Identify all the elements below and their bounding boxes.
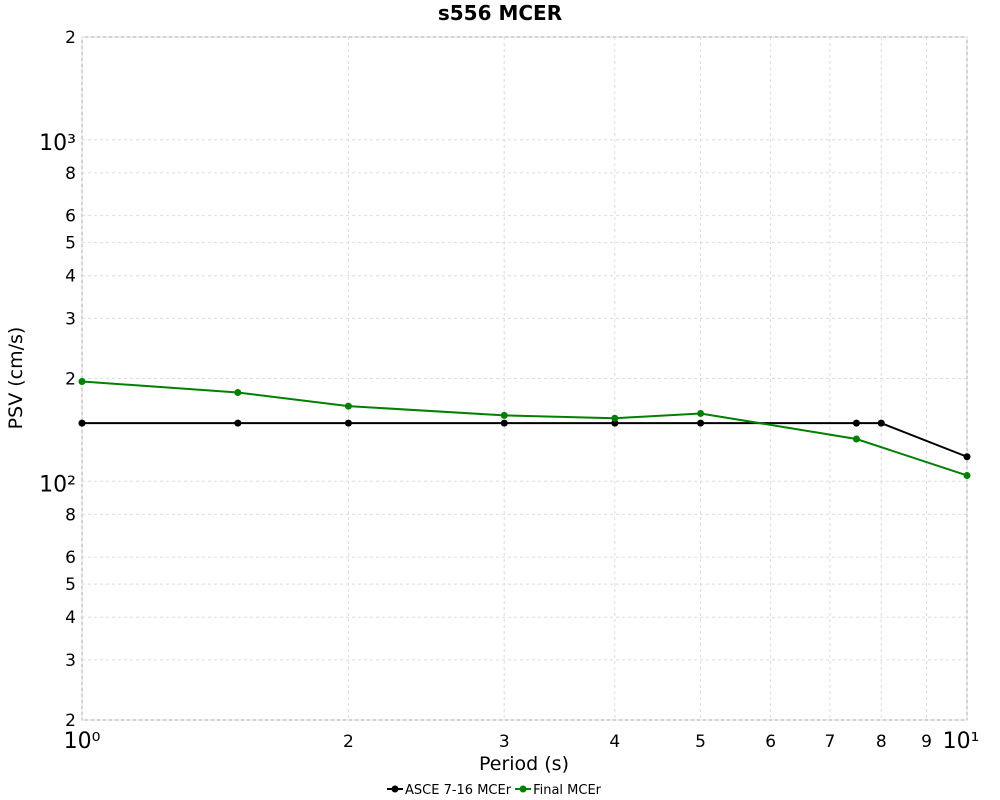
legend-marker (391, 785, 399, 793)
y-tick-label: 6 (65, 207, 76, 227)
y-tick-label: 10³ (39, 131, 76, 156)
y-tick-label: 2 (65, 370, 76, 390)
data-point (344, 402, 352, 410)
y-tick-label: 6 (65, 548, 76, 568)
data-point (877, 419, 885, 427)
y-axis-label: PSV (cm/s) (5, 327, 27, 430)
chart-title: s556 MCER (438, 1, 562, 25)
y-tick-label: 5 (65, 575, 76, 595)
series-line (81, 380, 968, 477)
data-point (852, 435, 860, 443)
legend-label: ASCE 7-16 MCEr (405, 783, 512, 798)
y-tick-label: 10² (39, 472, 76, 497)
x-tick-label: 7 (824, 732, 835, 752)
y-tick-label: 8 (65, 505, 76, 525)
data-point (611, 414, 619, 422)
data-point (611, 419, 619, 427)
y-tick-label: 4 (65, 267, 76, 287)
x-tick-label: 6 (765, 732, 776, 752)
x-tick-label: 9 (921, 732, 932, 752)
legend-item: Final MCEr (515, 783, 602, 798)
x-tick-label: 2 (343, 732, 354, 752)
y-tick-label: 5 (65, 234, 76, 254)
data-point (78, 377, 86, 385)
data-point (500, 419, 508, 427)
x-tick-label: 10⁰ (64, 729, 101, 754)
data-point (963, 471, 971, 479)
x-tick-label: 3 (499, 732, 510, 752)
data-point (852, 419, 860, 427)
data-point (697, 409, 705, 417)
legend-marker (519, 785, 527, 793)
data-point (234, 388, 242, 396)
y-tick-label: 3 (65, 651, 76, 671)
x-axis-label: Period (s) (479, 753, 569, 775)
data-point (697, 419, 705, 427)
x-tick-label: 4 (609, 732, 620, 752)
data-point (78, 419, 86, 427)
y-tick-label: 3 (65, 309, 76, 329)
y-tick-label: 4 (65, 608, 76, 628)
data-point (500, 411, 508, 419)
plot-area (81, 36, 968, 721)
x-tick-label: 5 (695, 732, 706, 752)
legend-item: ASCE 7-16 MCEr (387, 783, 512, 798)
legend-label: Final MCEr (533, 783, 602, 798)
y-tick-label: 2 (65, 711, 76, 731)
y-tick-label: 2 (65, 28, 76, 48)
x-tick-label: 8 (876, 732, 887, 752)
y-tick-label: 8 (65, 164, 76, 184)
data-point (963, 453, 971, 461)
data-point (344, 419, 352, 427)
x-tick-label: 10¹ (943, 729, 980, 754)
data-point (234, 419, 242, 427)
